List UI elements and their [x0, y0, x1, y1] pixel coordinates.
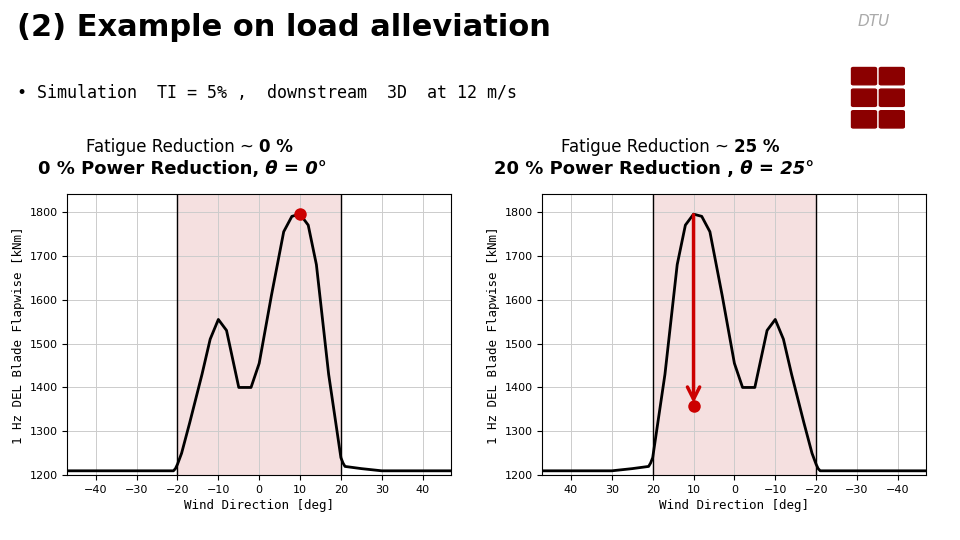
X-axis label: Wind Direction [deg]: Wind Direction [deg] [660, 499, 809, 512]
Text: (2) Example on load alleviation: (2) Example on load alleviation [17, 14, 551, 43]
X-axis label: Wind Direction [deg]: Wind Direction [deg] [184, 499, 334, 512]
Text: Fatigue Reduction ~: Fatigue Reduction ~ [86, 138, 259, 156]
Text: 25 %: 25 % [734, 138, 780, 156]
Text: θ = 25°: θ = 25° [734, 160, 815, 178]
Text: 0 %: 0 % [259, 138, 293, 156]
Bar [653, 194, 816, 475]
Text: • Simulation  TI = 5% ,  downstream  3D  at 12 m/s: • Simulation TI = 5% , downstream 3D at … [17, 84, 517, 102]
Y-axis label: 1 Hz DEL Blade Flapwise [kNm]: 1 Hz DEL Blade Flapwise [kNm] [488, 226, 500, 443]
Text: Fatigue Reduction ~: Fatigue Reduction ~ [562, 138, 734, 156]
Y-axis label: 1 Hz DEL Blade Flapwise [kNm]: 1 Hz DEL Blade Flapwise [kNm] [12, 226, 25, 443]
Text: DTU: DTU [857, 14, 890, 29]
Text: 20 % Power Reduction ,: 20 % Power Reduction , [494, 160, 734, 178]
Text: 0 % Power Reduction,: 0 % Power Reduction, [38, 160, 259, 178]
Text: θ = 0°: θ = 0° [259, 160, 327, 178]
Bar [178, 194, 341, 475]
